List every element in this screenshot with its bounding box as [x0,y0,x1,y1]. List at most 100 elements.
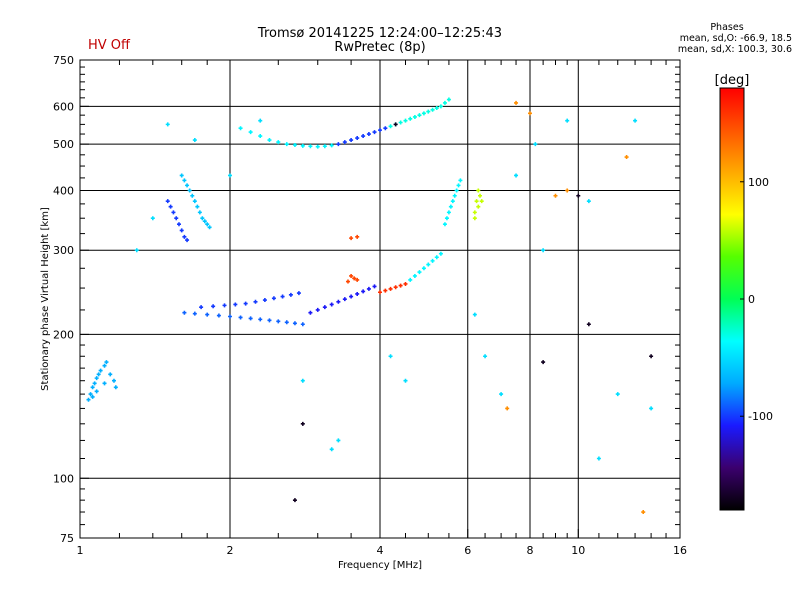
data-point [243,301,248,306]
data-point [421,111,426,116]
phase-stats-x: mean, sd,X: 100.3, 30.6 [677,44,792,55]
data-point [168,204,173,209]
data-point [444,216,449,221]
data-point [499,392,504,397]
data-point [372,284,377,289]
data-point [483,354,488,359]
chart-subtitle: RwPretec (8p) [334,40,426,55]
data-point [258,118,263,123]
data-point [586,199,591,204]
data-point [102,381,107,386]
data-point [300,143,305,148]
data-point [300,322,305,327]
data-point [253,299,258,304]
x-tick-label: 8 [527,544,534,557]
data-point [238,315,243,320]
data-point [476,204,481,209]
data-point [292,143,297,148]
data-point [349,236,354,241]
data-point [233,302,238,307]
data-point [200,216,205,221]
data-point [514,173,519,178]
data-point [211,304,216,309]
data-point [288,292,293,297]
data-point [192,199,197,204]
data-point [267,138,272,143]
data-point [336,299,341,304]
data-point [412,114,417,119]
data-point [199,305,204,310]
data-point [408,116,413,121]
data-point [258,317,263,322]
data-point [586,322,591,327]
data-point [448,204,453,209]
data-point [472,210,477,215]
data-point [292,498,297,503]
data-point [92,381,97,386]
data-point [284,142,289,147]
data-point [276,319,281,324]
data-point [472,312,477,317]
data-point [649,354,654,359]
data-point [442,100,447,105]
data-point [452,193,457,198]
data-point [336,142,341,147]
data-point [276,140,281,145]
y-tick-label: 75 [60,532,74,545]
data-point [292,321,297,326]
data-point [355,277,360,282]
data-point [322,144,327,149]
data-point [624,155,629,160]
data-point [434,106,439,111]
data-point [398,120,403,125]
data-point [190,193,195,198]
y-tick-label: 100 [53,472,74,485]
data-point [476,188,481,193]
data-point [408,277,413,282]
data-point [336,438,341,443]
data-point [417,270,422,275]
y-tick-label: 200 [53,328,74,341]
x-axis-label: Frequency [MHz] [338,560,422,571]
data-point [388,286,393,291]
x-tick-label: 6 [464,544,471,557]
data-point [366,132,371,137]
data-point [202,219,207,224]
data-point [102,363,107,368]
x-tick-label: 4 [377,544,384,557]
x-tick-label: 10 [571,544,585,557]
data-point [450,199,455,204]
data-point [228,314,232,319]
colorbar-tick-label: 100 [748,176,769,189]
data-point [185,238,190,243]
phase-stats-title: Phases [710,22,744,33]
data-point [192,311,197,316]
data-point [207,225,212,230]
data-point [430,107,435,112]
data-point [388,124,393,129]
data-point [262,298,267,303]
data-point [454,188,459,193]
data-point [383,126,388,131]
data-point [528,111,532,116]
data-point [182,234,187,239]
data-point [355,136,360,141]
data-point [349,294,354,299]
data-point [322,305,327,310]
data-point [248,316,253,321]
data-point [315,144,320,149]
x-tick-label: 1 [77,544,84,557]
data-point [403,281,408,286]
data-point [165,199,170,204]
data-point [417,113,422,118]
data-point [88,392,93,397]
data-point [86,397,91,402]
data-point [361,134,366,139]
data-point [176,222,181,227]
data-point [216,313,221,318]
data-point [90,394,95,399]
data-point [349,138,354,143]
chart-title: Tromsø 20141225 12:24:00–12:25:43 [257,26,503,41]
data-point [438,104,443,109]
